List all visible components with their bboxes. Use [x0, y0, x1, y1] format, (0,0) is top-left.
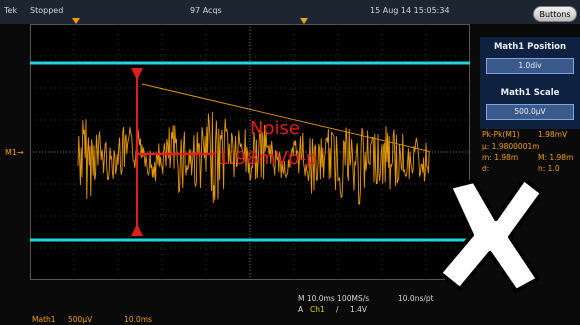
min-value: m: 1.98m — [482, 153, 519, 162]
math1-position-field[interactable]: 1.0div — [486, 58, 574, 74]
buttons-button[interactable]: Buttons — [533, 6, 577, 22]
graticule-frame — [30, 24, 470, 280]
run-state: Stopped — [30, 6, 64, 15]
pkpk-value: 1.98mV — [538, 130, 568, 139]
trigger-source: Ch1 — [310, 305, 325, 314]
status-bar: Tek Stopped 97 Acqs 15 Aug 14 15:05:34 B… — [0, 0, 580, 24]
trigger-level: 1.4V — [350, 305, 368, 314]
math1-position-title: Math1 Position — [493, 42, 567, 52]
waveform-graticule — [30, 24, 470, 280]
noise-annotation-value: 1.98mVp-p — [218, 148, 318, 169]
trigger-slope-icon: / — [336, 305, 339, 314]
math1-scale-title: Math1 Scale — [500, 88, 560, 98]
reject-x-icon — [438, 177, 544, 293]
trigger-position-icon — [72, 18, 80, 24]
math1-scale: 500μV — [68, 315, 93, 324]
trigger-point-icon — [300, 18, 308, 24]
noise-annotation-title: Noise — [250, 118, 300, 139]
math1-ground-marker: M1→ — [5, 148, 24, 157]
trigger-prefix: A — [298, 305, 304, 314]
math1-label: Math1 — [32, 315, 56, 324]
mean-value: μ: 1.9800001m — [482, 142, 540, 151]
brand-label: Tek — [4, 6, 18, 15]
sigma-value: σ: — [482, 164, 490, 173]
peak-marker-top-icon — [131, 68, 143, 80]
side-menu: Math1 Position 1.0div Math1 Scale 500.0μ… — [480, 37, 580, 129]
acquisition-count: 97 Acqs — [190, 6, 222, 15]
math1-scale-field[interactable]: 500.0μV — [486, 104, 574, 120]
peak-marker-bottom-icon — [131, 224, 143, 236]
waveform-display — [30, 24, 470, 280]
sample-interval: 10.0ns/pt — [398, 294, 434, 303]
count-value: n: 1.0 — [538, 164, 560, 173]
horizontal-setting: M 10.0ms 100MS/s — [298, 294, 370, 303]
math1-time: 10.0ms — [124, 315, 152, 324]
max-value: M: 1.98m — [538, 153, 574, 162]
datetime: 15 Aug 14 15:05:34 — [370, 6, 450, 15]
pkpk-label: Pk-Pk(M1) — [482, 130, 520, 139]
